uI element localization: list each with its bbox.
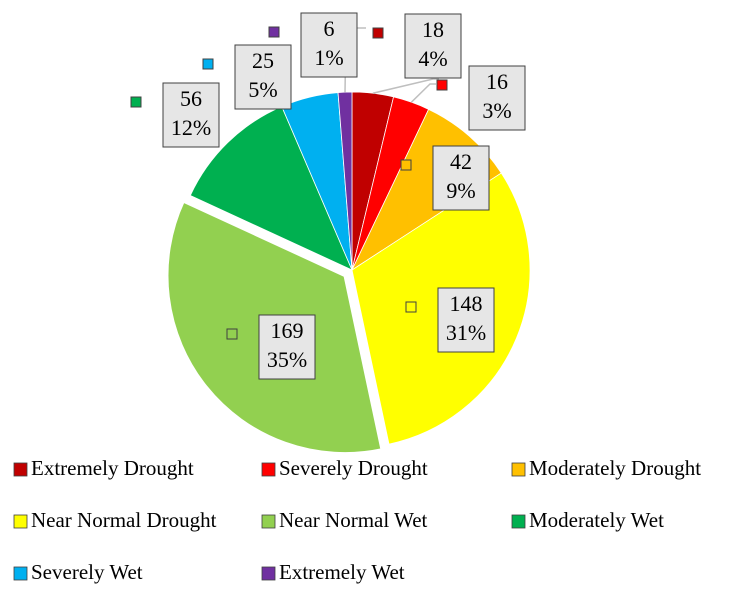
data-label-box <box>432 145 490 211</box>
legend-swatch <box>13 514 28 529</box>
data-label-value: 6 <box>324 16 335 41</box>
legend-label: Severely Drought <box>279 456 428 480</box>
data-label-box <box>258 314 316 380</box>
data-label-percent: 9% <box>446 178 475 203</box>
data-label-box <box>162 82 220 148</box>
legend-label: Near Normal Drought <box>31 508 217 532</box>
data-label-percent: 4% <box>418 46 447 71</box>
leader-line <box>410 83 436 103</box>
legend-swatch <box>13 462 28 477</box>
legend-label: Moderately Wet <box>529 508 664 532</box>
data-label-value: 169 <box>271 318 304 343</box>
data-label-value: 18 <box>422 17 444 42</box>
data-label-value: 25 <box>252 48 274 73</box>
legend-label: Moderately Drought <box>529 456 701 480</box>
legend-swatch <box>511 514 526 529</box>
data-label-key <box>400 159 412 171</box>
legend-swatch <box>261 514 276 529</box>
leader-line <box>372 78 439 94</box>
data-label-key <box>226 328 238 340</box>
legend-swatch <box>511 462 526 477</box>
data-label-key <box>202 58 214 70</box>
data-label-key <box>268 26 280 38</box>
legend-label: Extremely Wet <box>279 560 405 584</box>
data-label-box <box>437 287 495 353</box>
legend-label: Near Normal Wet <box>279 508 428 532</box>
data-label-percent: 12% <box>171 115 211 140</box>
pie-slice <box>189 105 353 271</box>
data-label-percent: 35% <box>267 347 307 372</box>
data-label-percent: 31% <box>446 320 486 345</box>
legend-label: Extremely Drought <box>31 456 194 480</box>
data-label-key <box>436 79 448 91</box>
data-label-box <box>300 12 358 78</box>
data-label-box <box>404 13 462 79</box>
legend-swatch <box>261 566 276 581</box>
legend-label: Severely Wet <box>31 560 143 584</box>
data-label-key <box>130 96 142 108</box>
data-label-percent: 3% <box>482 98 511 123</box>
legend-swatch <box>13 566 28 581</box>
data-label-value: 148 <box>450 291 483 316</box>
data-label-value: 16 <box>486 69 508 94</box>
data-label-box <box>468 65 526 131</box>
data-label-box <box>234 44 292 110</box>
data-label-value: 56 <box>180 86 202 111</box>
data-label-key <box>372 27 384 39</box>
legend-swatch <box>261 462 276 477</box>
data-label-percent: 5% <box>248 77 277 102</box>
data-label-value: 42 <box>450 149 472 174</box>
data-label-percent: 1% <box>314 45 343 70</box>
data-label-key <box>405 301 417 313</box>
